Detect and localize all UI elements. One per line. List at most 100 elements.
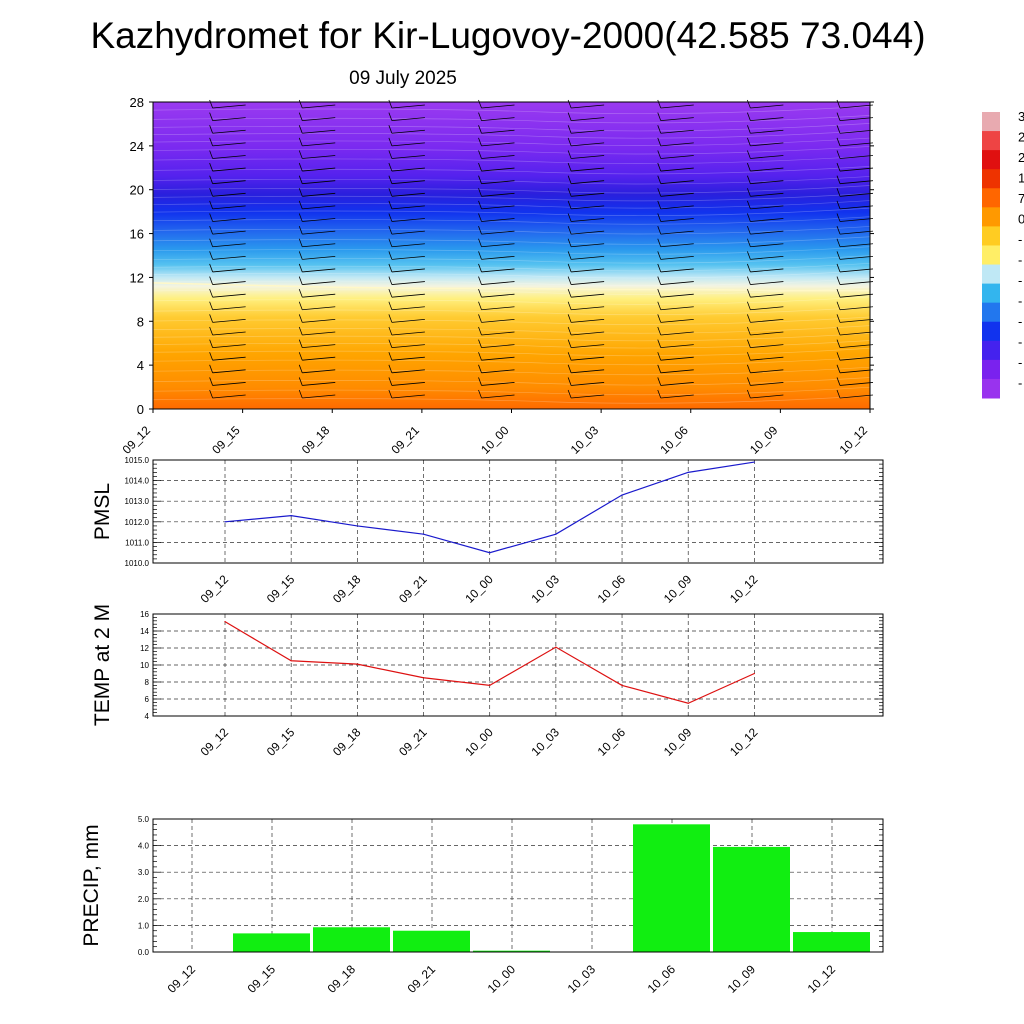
colorbar-swatch: [982, 378, 1000, 399]
y-tick-label: 16: [130, 227, 144, 242]
wind-barb: [391, 205, 425, 210]
wind-barb: [391, 382, 425, 386]
wind-barb: [302, 142, 336, 147]
colorbar-swatch: [982, 245, 1000, 266]
colorbar-label: -: [1018, 253, 1022, 268]
wind-barb-flag: [836, 213, 841, 222]
wind-barb: [750, 129, 784, 134]
wind-barb-flag: [388, 238, 393, 247]
contour-line: [152, 325, 871, 334]
wind-barb-flag: [836, 389, 841, 399]
wind-barb-flag: [747, 125, 751, 134]
wind-barb-flag: [388, 364, 393, 373]
y-tick-label: 8: [145, 678, 150, 687]
panel-frame: [152, 613, 884, 717]
wind-barb-flag: [209, 125, 213, 134]
wind-barb: [481, 255, 515, 260]
wind-barb: [212, 293, 246, 298]
wind-barb-flag: [298, 150, 303, 159]
wind-barb-flag: [478, 326, 482, 336]
wind-barb-flag: [567, 137, 572, 146]
wind-barb-flag: [567, 225, 572, 235]
wind-barb: [481, 268, 515, 273]
y-tick-label: 12: [130, 270, 144, 285]
series-point: [224, 521, 226, 523]
x-tick-label: 10_00: [485, 962, 519, 996]
series-point: [687, 471, 689, 473]
wind-barb: [750, 205, 784, 210]
wind-barb: [750, 268, 784, 273]
wind-barb-flag: [657, 213, 662, 222]
wind-barb-flag: [747, 162, 751, 172]
contour-line: [152, 185, 871, 194]
wind-barb-flag: [836, 175, 841, 184]
wind-barb-flag: [836, 200, 841, 210]
x-tick-label: 10_06: [657, 423, 691, 457]
wind-barb-flag: [567, 276, 572, 285]
wind-barb-flag: [298, 289, 303, 298]
contour-line: [152, 347, 871, 357]
wind-barb-flag: [657, 175, 662, 184]
wind-barb: [481, 318, 515, 323]
wind-barb: [212, 155, 246, 159]
y-tick-label: 14: [140, 627, 149, 636]
wind-barb: [481, 382, 515, 386]
wind-barb: [302, 192, 336, 197]
wind-barb: [839, 129, 874, 134]
wind-barb: [660, 382, 694, 386]
wind-barb: [750, 230, 784, 235]
colorbar-swatch: [982, 131, 1000, 151]
wind-barb: [302, 331, 336, 336]
wind-barb: [839, 268, 874, 273]
wind-barb-flag: [657, 251, 662, 260]
wind-barb-flag: [836, 352, 841, 361]
wind-barb-flag: [388, 137, 393, 146]
wind-barb: [660, 117, 694, 122]
wind-barb-flag: [567, 175, 572, 184]
wind-barb-flag: [388, 314, 393, 323]
wind-barb: [481, 104, 515, 109]
y-tick-label: 1.0: [138, 921, 150, 930]
wind-barb: [750, 394, 784, 399]
wind-barb-flag: [388, 188, 393, 197]
precip-panel: 0.0 1.0 2.0 3.0 4.0 5.0 09_12 09_15 09_18 09_21 10…: [80, 815, 884, 996]
wind-barb: [212, 243, 246, 248]
wind-barb: [212, 218, 246, 222]
wind-barb: [660, 230, 694, 235]
wind-barb: [481, 117, 515, 122]
wind-barb-flag: [836, 339, 841, 348]
wind-barb-flag: [747, 150, 751, 159]
wind-barb-flag: [657, 112, 662, 121]
wind-barb: [750, 180, 784, 185]
wind-barb-flag: [478, 238, 482, 247]
y-tick-label: 4.0: [138, 842, 150, 851]
wind-barb: [571, 117, 605, 122]
contour-line: [152, 386, 871, 396]
wind-barb: [481, 356, 515, 361]
wind-barb-flag: [747, 112, 751, 121]
wind-barb-flag: [567, 188, 572, 197]
wind-barb-flag: [747, 175, 751, 184]
wind-barb-flag: [567, 150, 572, 159]
wind-barb: [571, 318, 605, 323]
wind-barb: [391, 167, 425, 172]
wind-barb-flag: [478, 339, 482, 348]
wind-barb-flag: [298, 389, 303, 399]
wind-barb: [839, 318, 874, 323]
wind-barb-flag: [567, 125, 572, 134]
colorbar-swatch: [982, 169, 1000, 189]
wind-barb-flag: [836, 150, 841, 159]
contour-line: [152, 176, 871, 185]
wind-barb: [391, 155, 425, 159]
x-tick-label: 09_12: [120, 423, 154, 457]
wind-barb-flag: [657, 200, 662, 210]
wind-barb-flag: [209, 326, 213, 336]
x-tick-label: 09_15: [209, 423, 243, 457]
wind-barb-flag: [657, 301, 662, 310]
contour-line: [152, 270, 871, 279]
wind-barb: [571, 243, 605, 248]
wind-barb-flag: [567, 314, 572, 323]
wind-barb-flag: [478, 137, 482, 146]
wind-barb: [571, 356, 605, 361]
wind-barb-flag: [388, 326, 393, 336]
